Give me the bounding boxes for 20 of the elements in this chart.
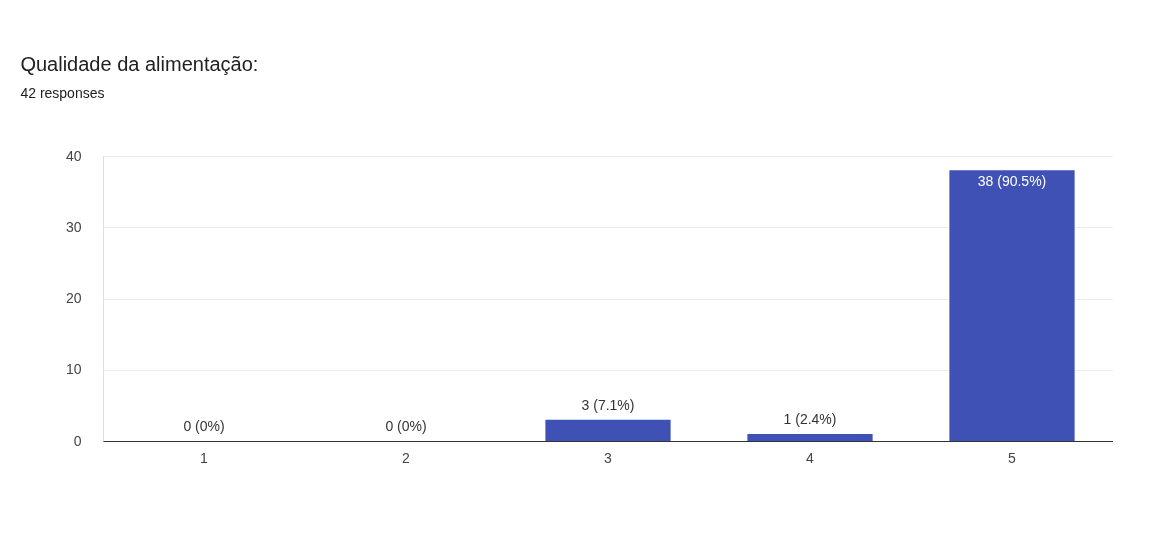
y-tick-label: 40 — [65, 147, 82, 164]
data-label: 1 (2.4%) — [783, 410, 837, 427]
x-tick-label: 1 — [200, 449, 209, 466]
data-label: 3 (7.1%) — [581, 396, 635, 413]
y-tick-label: 0 — [73, 432, 82, 449]
chart-title: Qualidade da alimentação: — [20, 53, 259, 75]
y-tick-label: 30 — [65, 218, 82, 235]
bar — [949, 170, 1075, 441]
x-tick-label: 3 — [604, 449, 613, 466]
bar — [747, 433, 873, 441]
x-tick-label: 5 — [1008, 449, 1017, 466]
data-label: 0 (0%) — [183, 418, 225, 434]
chart-subtitle: 42 responses — [20, 85, 105, 101]
bar — [545, 419, 671, 441]
data-label: 38 (90.5%) — [977, 173, 1047, 190]
x-tick-label: 4 — [806, 449, 815, 466]
data-label: 0 (0%) — [385, 418, 427, 434]
x-tick-label: 2 — [402, 449, 411, 466]
y-tick-label: 20 — [65, 290, 82, 306]
y-tick-label: 10 — [65, 361, 82, 378]
